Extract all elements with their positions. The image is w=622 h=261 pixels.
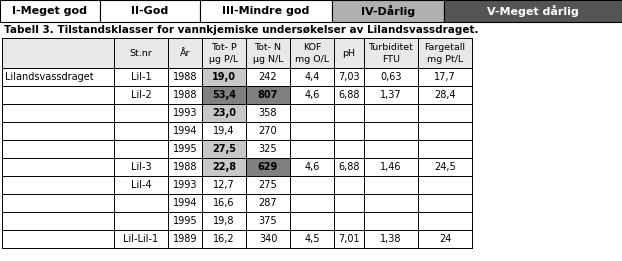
Text: 0,63: 0,63	[380, 72, 402, 82]
Text: 1989: 1989	[173, 234, 197, 244]
Text: 7,01: 7,01	[338, 234, 360, 244]
Text: St.nr: St.nr	[129, 49, 152, 57]
Text: 270: 270	[259, 126, 277, 136]
Bar	[0, 0, 100, 22]
Text: Tot- P: Tot- P	[211, 43, 237, 52]
Bar	[202, 86, 246, 104]
Text: III-Mindre god: III-Mindre god	[222, 6, 310, 16]
Text: μg N/L: μg N/L	[253, 55, 283, 64]
Text: 19,8: 19,8	[213, 216, 234, 226]
Text: 1993: 1993	[173, 180, 197, 190]
Text: II-God: II-God	[131, 6, 169, 16]
Bar	[202, 158, 246, 176]
Text: 19,0: 19,0	[212, 72, 236, 82]
Text: I-Meget god: I-Meget god	[12, 6, 88, 16]
Text: V-Meget dårlig: V-Meget dårlig	[487, 5, 579, 17]
Text: 325: 325	[259, 144, 277, 154]
Text: 1,46: 1,46	[380, 162, 402, 172]
Text: 1988: 1988	[173, 90, 197, 100]
Text: 287: 287	[259, 198, 277, 208]
Text: 1988: 1988	[173, 162, 197, 172]
Text: 340: 340	[259, 234, 277, 244]
Text: 7,03: 7,03	[338, 72, 360, 82]
Bar	[202, 68, 246, 86]
Text: 1994: 1994	[173, 126, 197, 136]
Text: 629: 629	[258, 162, 278, 172]
Text: mg O/L: mg O/L	[295, 55, 329, 64]
Text: 358: 358	[259, 108, 277, 118]
Text: 22,8: 22,8	[212, 162, 236, 172]
Text: μg P/L: μg P/L	[210, 55, 239, 64]
Text: 17,7: 17,7	[434, 72, 456, 82]
Text: Tabell 3. Tilstandsklasser for vannkjemiske undersøkelser av Lilandsvassdraget.: Tabell 3. Tilstandsklasser for vannkjemi…	[4, 25, 478, 35]
Text: År: År	[180, 49, 190, 57]
Text: FTU: FTU	[382, 55, 400, 64]
Text: 4,6: 4,6	[304, 162, 320, 172]
Text: 1988: 1988	[173, 72, 197, 82]
Text: 27,5: 27,5	[212, 144, 236, 154]
Text: Lilandsvassdraget: Lilandsvassdraget	[5, 72, 94, 82]
Bar	[202, 104, 246, 122]
Text: 4,6: 4,6	[304, 90, 320, 100]
Bar	[2, 38, 472, 68]
Bar	[200, 0, 332, 22]
Text: Lil-4: Lil-4	[131, 180, 151, 190]
Bar	[444, 0, 622, 22]
Text: 4,5: 4,5	[304, 234, 320, 244]
Text: 23,0: 23,0	[212, 108, 236, 118]
Text: 24,5: 24,5	[434, 162, 456, 172]
Text: 6,88: 6,88	[338, 90, 360, 100]
Text: 242: 242	[259, 72, 277, 82]
Bar	[332, 0, 444, 22]
Text: 375: 375	[259, 216, 277, 226]
Bar	[246, 158, 290, 176]
Text: pH: pH	[343, 49, 356, 57]
Text: 12,7: 12,7	[213, 180, 235, 190]
Text: 1995: 1995	[173, 216, 197, 226]
Text: 16,6: 16,6	[213, 198, 234, 208]
Text: Lil-3: Lil-3	[131, 162, 151, 172]
Text: 275: 275	[259, 180, 277, 190]
Text: 1,37: 1,37	[380, 90, 402, 100]
Text: 1994: 1994	[173, 198, 197, 208]
Text: 19,4: 19,4	[213, 126, 234, 136]
Text: 24: 24	[439, 234, 451, 244]
Bar	[202, 140, 246, 158]
Text: 4,4: 4,4	[304, 72, 320, 82]
Bar	[100, 0, 200, 22]
Text: 6,88: 6,88	[338, 162, 360, 172]
Text: IV-Dårlig: IV-Dårlig	[361, 5, 415, 17]
Text: 1993: 1993	[173, 108, 197, 118]
Text: Tot- N: Tot- N	[254, 43, 282, 52]
Text: Fargetall: Fargetall	[424, 43, 465, 52]
Text: KOF: KOF	[303, 43, 321, 52]
Text: 1995: 1995	[173, 144, 197, 154]
Text: Turbiditet: Turbiditet	[369, 43, 414, 52]
Text: 28,4: 28,4	[434, 90, 456, 100]
Bar	[246, 86, 290, 104]
Text: Lil-1: Lil-1	[131, 72, 151, 82]
Text: 53,4: 53,4	[212, 90, 236, 100]
Text: 16,2: 16,2	[213, 234, 235, 244]
Text: 1,38: 1,38	[380, 234, 402, 244]
Text: mg Pt/L: mg Pt/L	[427, 55, 463, 64]
Text: Lil-2: Lil-2	[131, 90, 151, 100]
Text: Lil-Lil-1: Lil-Lil-1	[123, 234, 159, 244]
Text: 807: 807	[258, 90, 278, 100]
